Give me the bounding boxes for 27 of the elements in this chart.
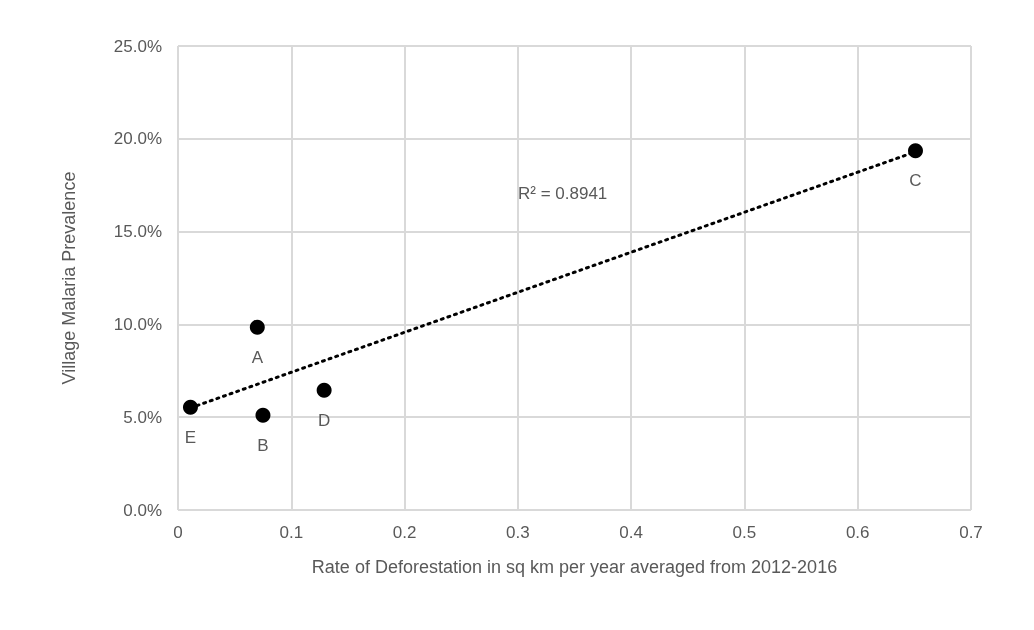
y-tick-label: 5.0%: [123, 407, 162, 427]
y-tick-label: 15.0%: [113, 222, 162, 242]
point: [316, 382, 332, 398]
x-tick-label: 0.6: [845, 523, 870, 542]
x-tick-label: 0.1: [279, 523, 304, 542]
data-label: E: [184, 427, 197, 447]
x-tick-label: 0.7: [959, 523, 983, 542]
x-tick-label: 0.2: [392, 523, 417, 542]
data-label: D: [318, 410, 331, 430]
data-label: B: [257, 435, 269, 455]
point: [182, 399, 198, 415]
y-tick-label: 20.0%: [113, 129, 162, 149]
y-tick-label: 25.0%: [113, 36, 162, 56]
x-tick-label: 0.5: [732, 523, 757, 542]
data-label: A: [251, 347, 264, 367]
y-tick-label: 10.0%: [113, 314, 162, 334]
annotation: R² = 0.8941: [518, 184, 608, 203]
point: [255, 407, 271, 423]
point: [249, 319, 265, 335]
data-label: C: [909, 171, 922, 191]
point: [908, 143, 923, 159]
y-axis-title: Village Malaria Prevalence: [59, 171, 79, 385]
x-tick-label: 0: [173, 523, 183, 542]
x-axis-title: Rate of Deforestation in sq km per year averaged from 2012-2016: [311, 557, 838, 577]
x-tick-label: 0.4: [619, 523, 643, 542]
y-tick-label: 0.0%: [123, 500, 162, 520]
x-tick-label: 0.3: [506, 523, 530, 542]
